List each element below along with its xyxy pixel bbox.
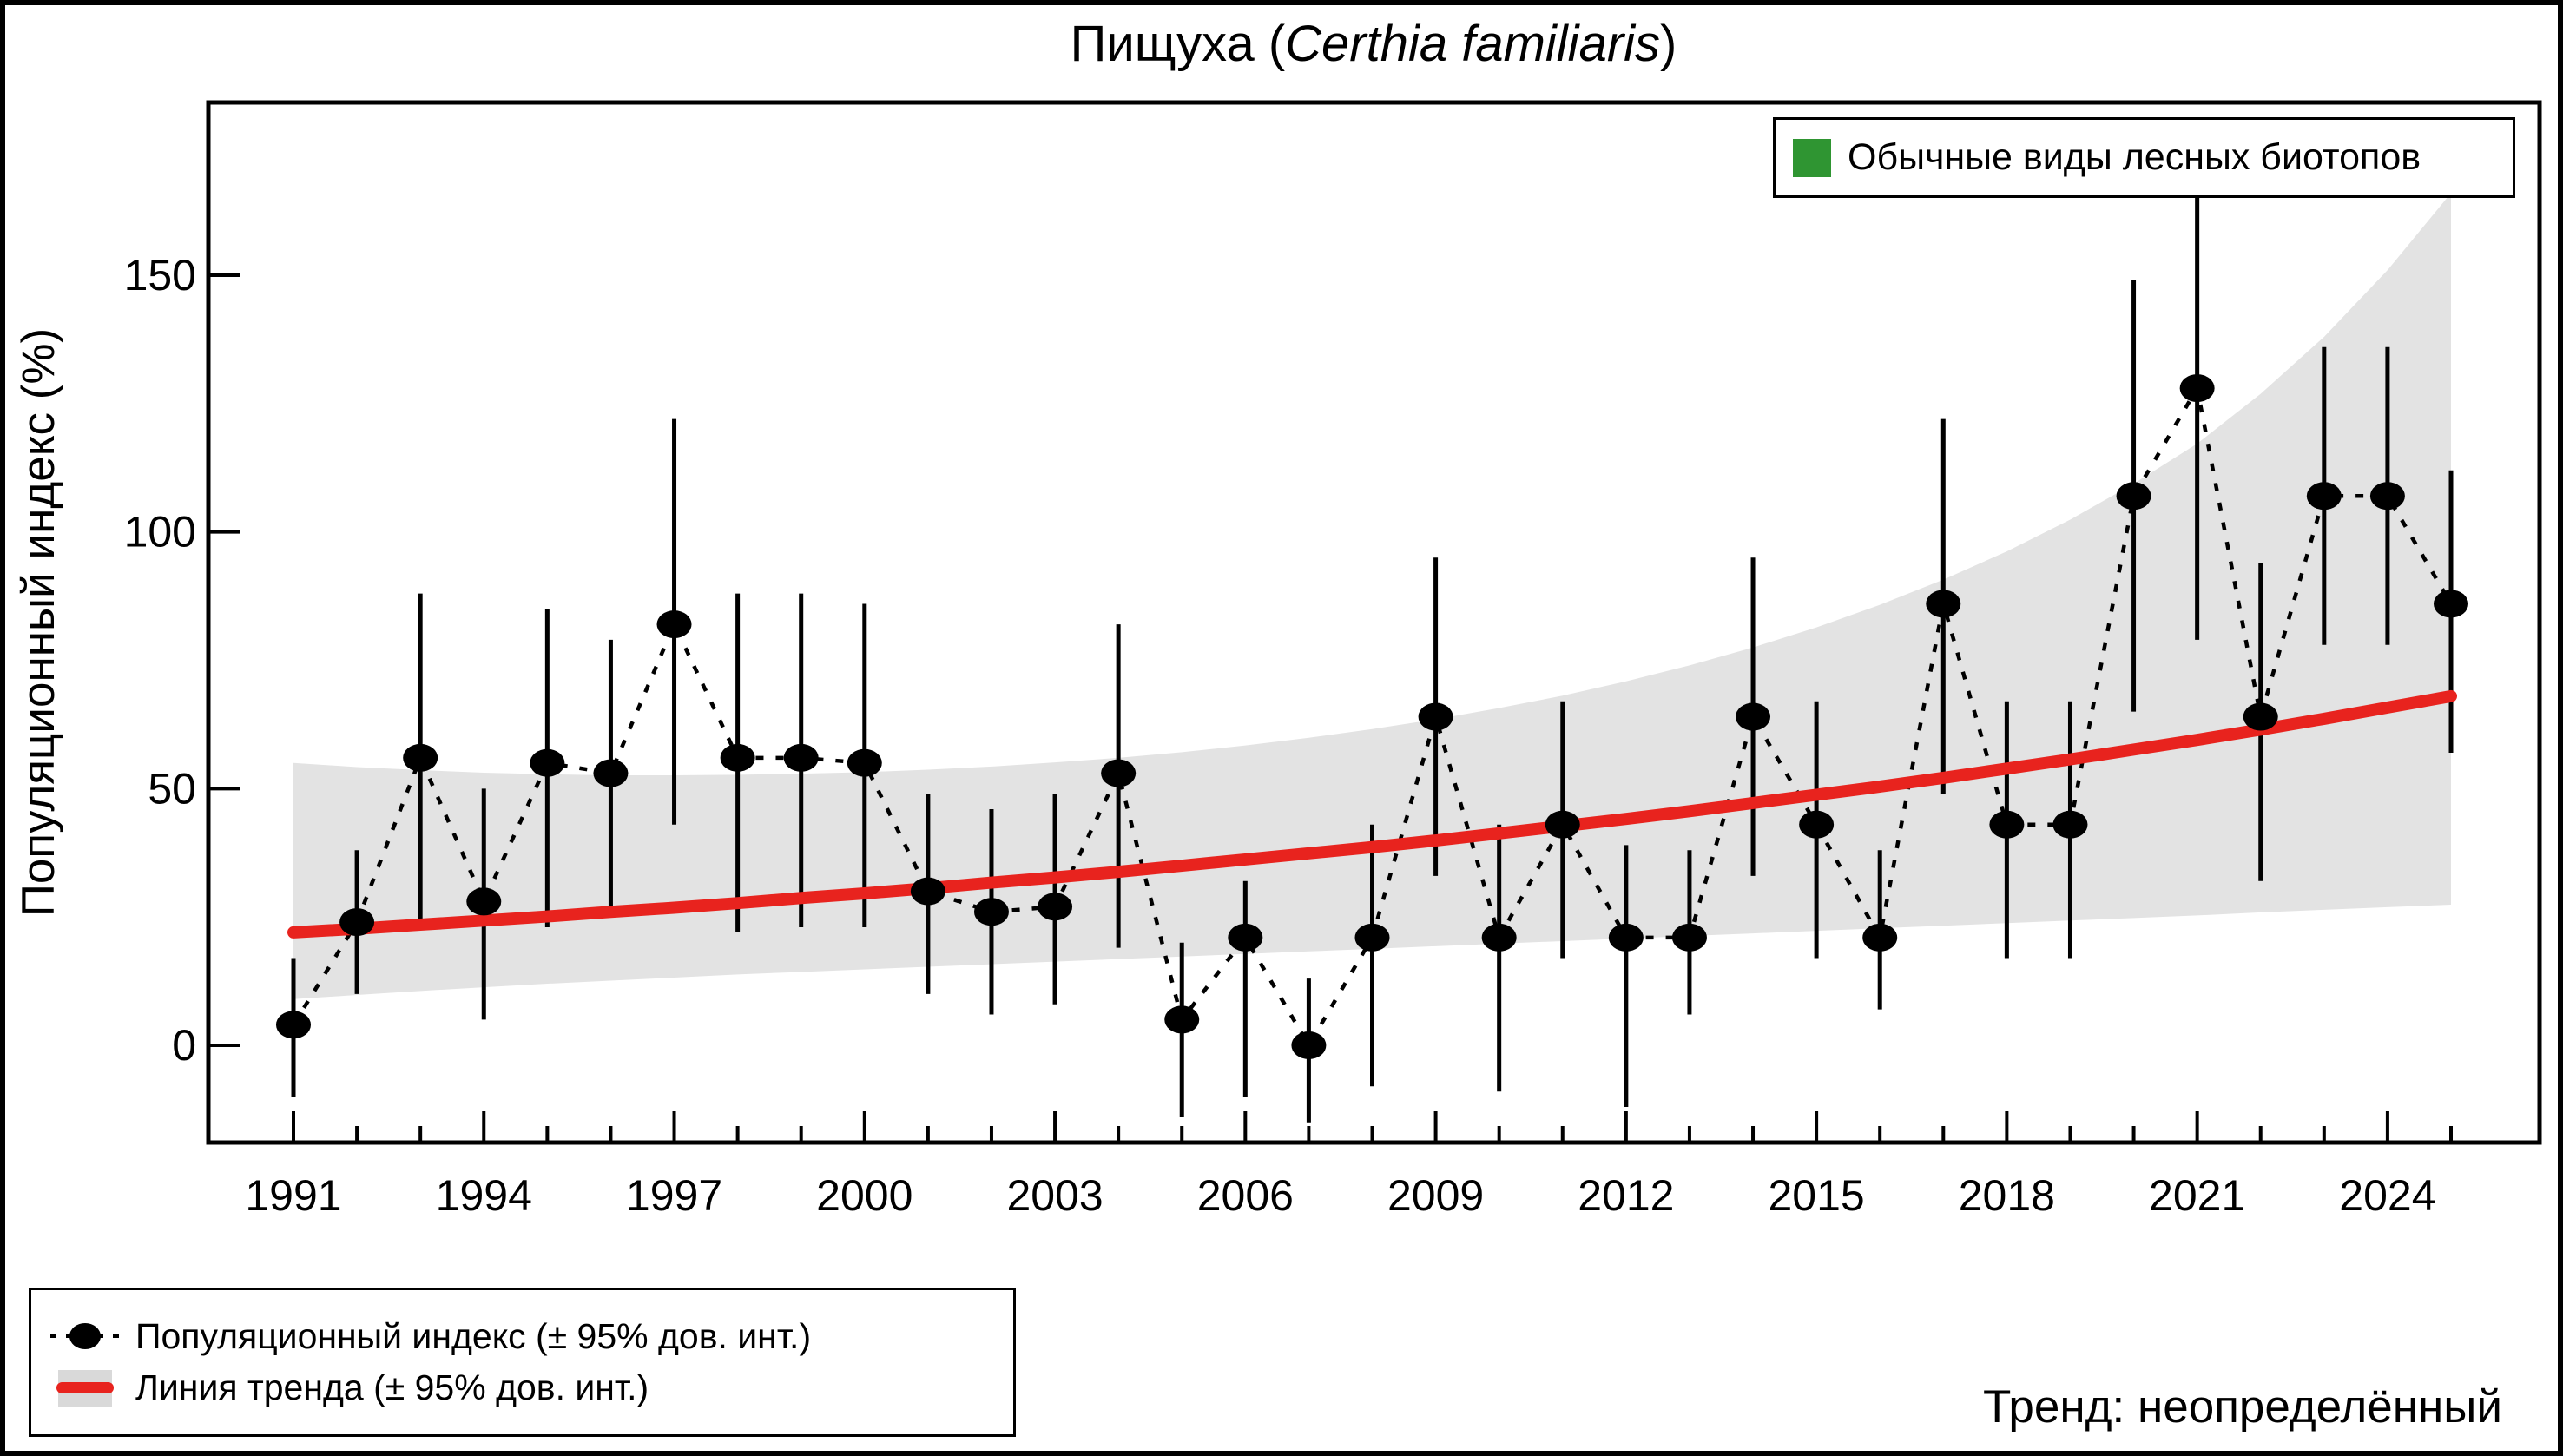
data-point-2000 — [847, 748, 882, 777]
data-point-1995 — [530, 748, 565, 777]
x-tick-label-2012: 2012 — [1578, 1171, 1674, 1220]
y-tick-label-50: 50 — [148, 764, 196, 813]
trend-line — [287, 689, 2457, 939]
data-point-2001 — [910, 877, 945, 906]
data-point-1997 — [656, 610, 692, 639]
group-color-swatch-icon — [1793, 138, 1831, 177]
data-point-1996 — [593, 759, 629, 787]
y-tick-label-0: 0 — [172, 1021, 196, 1070]
index-series-icon — [49, 1316, 122, 1356]
data-point-1993 — [403, 743, 438, 772]
x-tick-label-2009: 2009 — [1387, 1171, 1484, 1220]
data-point-2017 — [1926, 590, 1961, 618]
data-point-2010 — [1481, 923, 1517, 952]
data-point-2018 — [1989, 810, 2025, 839]
y-axis-title: Популяционный индекс (%) — [13, 328, 64, 917]
chart-title-species: Certhia familiaris — [1285, 16, 1660, 72]
chart-title-suffix: ) — [1660, 16, 1677, 72]
x-tick-label-2024: 2024 — [2339, 1171, 2435, 1220]
x-tick-label-1991: 1991 — [245, 1171, 341, 1220]
data-point-1994 — [466, 887, 502, 916]
data-point-1992 — [339, 908, 375, 937]
x-tick-label-2000: 2000 — [816, 1171, 913, 1220]
data-point-2003 — [1038, 893, 1073, 921]
data-point-2007 — [1291, 1031, 1327, 1059]
data-point-2006 — [1228, 923, 1263, 952]
data-point-2019 — [2052, 810, 2088, 839]
group-legend-label: Обычные виды лесных биотопов — [1848, 136, 2421, 178]
data-point-2009 — [1418, 702, 1453, 731]
data-point-2014 — [1736, 702, 1771, 731]
x-tick-label-2021: 2021 — [2149, 1171, 2245, 1220]
data-point-2012 — [1608, 923, 1644, 952]
data-point-2021 — [2179, 374, 2215, 403]
data-point-2024 — [2369, 482, 2405, 511]
data-point-2008 — [1354, 923, 1390, 952]
trend-classification-note: Тренд: неопределённый — [1983, 1381, 2502, 1433]
data-point-2023 — [2306, 482, 2342, 511]
data-point-2025 — [2434, 590, 2468, 618]
x-tick-label-2018: 2018 — [1959, 1171, 2055, 1220]
x-tick-label-2003: 2003 — [1006, 1171, 1103, 1220]
data-point-1998 — [720, 743, 755, 772]
y-tick-label-150: 150 — [124, 251, 196, 300]
data-point-1999 — [783, 743, 819, 772]
group-legend: Обычные виды лесных биотопов — [1773, 117, 2515, 198]
series-legend: Популяционный индекс (± 95% дов. инт.) Л… — [29, 1288, 1016, 1437]
data-point-2015 — [1799, 810, 1835, 839]
x-tick-label-2006: 2006 — [1197, 1171, 1294, 1220]
data-point-2005 — [1164, 1005, 1200, 1034]
data-point-2011 — [1545, 810, 1580, 839]
data-point-2020 — [2116, 482, 2151, 511]
y-tick-label-100: 100 — [124, 508, 196, 557]
legend-trend-label: Линия тренда (± 95% дов. инт.) — [135, 1367, 649, 1408]
data-point-2013 — [1671, 923, 1707, 952]
chart-title-prefix: Пищуха ( — [1071, 16, 1286, 72]
legend-row-index: Популяционный индекс (± 95% дов. инт.) — [49, 1316, 996, 1356]
x-tick-label-1994: 1994 — [436, 1171, 532, 1220]
x-tick-label-1997: 1997 — [626, 1171, 722, 1220]
plot-border — [206, 100, 2542, 1145]
data-point-2002 — [973, 898, 1009, 926]
legend-index-label: Популяционный индекс (± 95% дов. инт.) — [135, 1315, 812, 1356]
chart-title: Пищуха (Certhia familiaris) — [1071, 16, 1677, 72]
data-point-1991 — [276, 1011, 311, 1039]
data-point-2016 — [1862, 923, 1898, 952]
legend-row-trend: Линия тренда (± 95% дов. инт.) — [49, 1368, 996, 1407]
data-point-2004 — [1101, 759, 1137, 787]
trend-confidence-band — [293, 193, 2451, 999]
data-point-2022 — [2243, 702, 2278, 731]
trend-series-icon — [49, 1370, 122, 1407]
x-tick-label-2015: 2015 — [1769, 1171, 1865, 1220]
chart-generated-layer: 1991 1994 1997 2000 2003 2006 2009 2012 2015 2018… — [124, 100, 2542, 1220]
